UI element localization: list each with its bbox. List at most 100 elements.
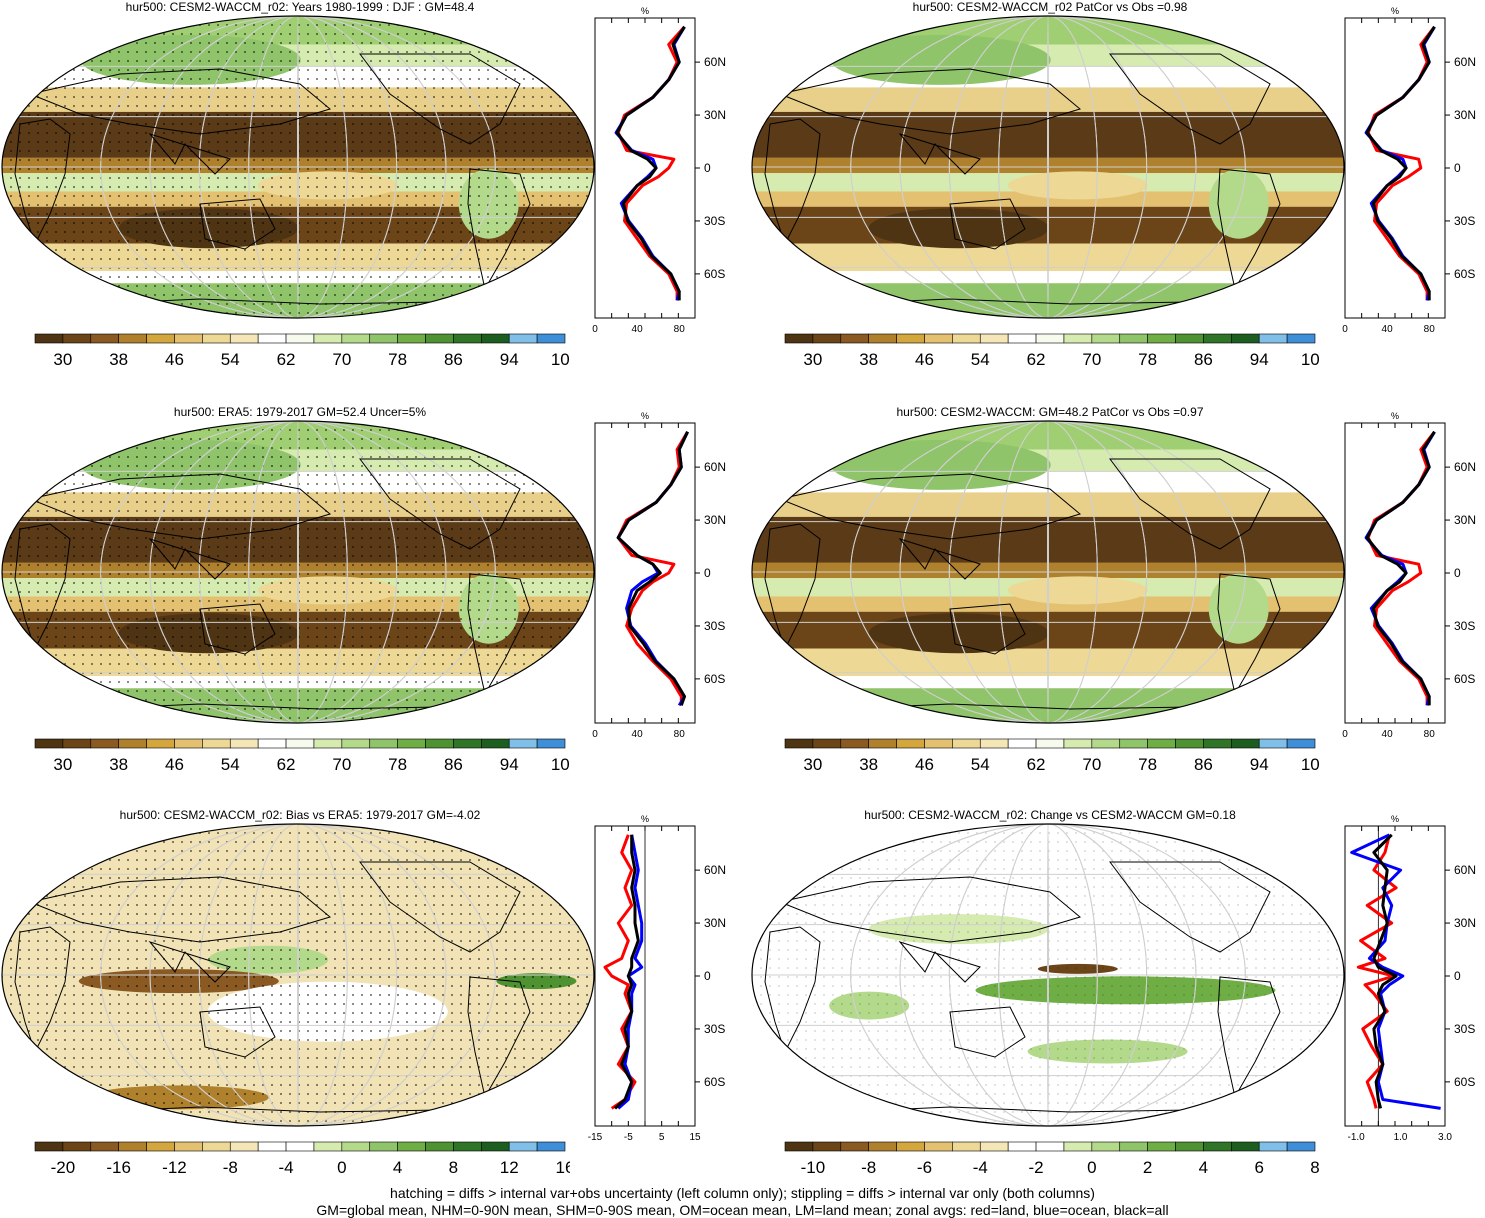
- colorbar-swatch: [840, 1141, 869, 1152]
- footer-legend-note: GM=global mean, NHM=0-90N mean, SHM=0-90…: [316, 1202, 1169, 1218]
- colorbar-tick-label: 78: [388, 755, 407, 774]
- colorbar-swatch: [1035, 738, 1065, 749]
- zonal-line-all: [1365, 25, 1436, 301]
- colorbar-swatch: [1286, 738, 1316, 749]
- colorbar-tick-label: 46: [165, 350, 184, 369]
- zonal-ytick-label: 30N: [1454, 108, 1476, 122]
- zonal-ytick-label: 30S: [1454, 214, 1475, 228]
- colorbar: 303846546270788694102110: [34, 738, 570, 774]
- colorbar-swatch: [1091, 333, 1121, 344]
- colorbar-swatch: [285, 333, 315, 344]
- colorbar-tick-label: 46: [165, 755, 184, 774]
- panel-model-r02-djf: hur500: CESM2-WACCM_r02: Years 1980-1999…: [0, 0, 726, 380]
- colorbar-tick-label: -8: [861, 1158, 876, 1177]
- colorbar-tick-label: 86: [1194, 755, 1213, 774]
- zonal-xtick-label: -1.0: [1347, 1132, 1365, 1143]
- zonal-unit-label: %: [641, 411, 649, 421]
- colorbar-tick-label: 30: [53, 755, 72, 774]
- zonal-xtick-label: -5: [624, 1132, 633, 1143]
- colorbar-swatch: [146, 1141, 175, 1152]
- zonal-unit-label: %: [641, 814, 649, 824]
- colorbar-swatch: [425, 738, 454, 749]
- colorbar-tick-label: 16: [556, 1158, 570, 1177]
- zonal-xtick-label: 0: [592, 324, 598, 335]
- colorbar-swatch: [285, 738, 315, 749]
- colorbar-swatch: [536, 738, 566, 749]
- colorbar-swatch: [118, 1141, 147, 1152]
- zonal-xtick-label: 80: [674, 729, 686, 740]
- zonal-xtick-label: 80: [1424, 729, 1436, 740]
- world-map: [1, 823, 595, 1127]
- colorbar: 303846546270788694102110: [784, 333, 1320, 369]
- colorbar-swatch: [313, 738, 343, 749]
- colorbar-swatch: [341, 738, 371, 749]
- zonal-ytick-label: 30N: [704, 108, 726, 122]
- zonal-ytick-label: 0: [1454, 566, 1461, 580]
- colorbar-tick-label: 54: [971, 350, 990, 369]
- colorbar-tick-label: 38: [109, 350, 128, 369]
- map-border: [1, 823, 595, 1127]
- zonal-ytick-label: 60S: [1454, 672, 1475, 686]
- colorbar-tick-label: 8: [449, 1158, 458, 1177]
- colorbar-swatch: [453, 1141, 482, 1152]
- zonal-ytick-label: 30S: [704, 214, 725, 228]
- colorbar-swatch: [62, 1141, 92, 1152]
- colorbar-tick-label: -2: [1028, 1158, 1043, 1177]
- colorbar-swatch: [1231, 1141, 1260, 1152]
- colorbar-swatch: [1007, 1141, 1037, 1152]
- colorbar-swatch: [812, 1141, 842, 1152]
- colorbar-tick-label: 102: [551, 350, 570, 369]
- zonal-ytick-label: 60N: [704, 460, 726, 474]
- colorbar-swatch: [313, 333, 343, 344]
- colorbar-swatch: [1091, 738, 1121, 749]
- coastlines: [14, 861, 531, 1115]
- colorbar-swatch: [924, 738, 953, 749]
- zonal-ytick-label: 60S: [704, 1075, 725, 1089]
- colorbar-swatch: [174, 333, 203, 344]
- zonal-xtick-label: 3.0: [1438, 1132, 1452, 1143]
- colorbar-tick-label: 78: [1138, 350, 1157, 369]
- colorbar-swatch: [1035, 333, 1065, 344]
- colorbar-swatch: [34, 738, 64, 749]
- colorbar-swatch: [118, 738, 147, 749]
- zonal-line-all: [1365, 430, 1436, 706]
- zonal-xtick-label: 0: [592, 729, 598, 740]
- colorbar-tick-label: 70: [332, 755, 351, 774]
- zonal-xtick-label: 80: [674, 324, 686, 335]
- colorbar-swatch: [285, 1141, 315, 1152]
- colorbar-tick-label: 78: [1138, 755, 1157, 774]
- zonal-xtick-label: 1.0: [1394, 1132, 1408, 1143]
- colorbar-swatch: [924, 333, 953, 344]
- colorbar-swatch: [1258, 333, 1288, 344]
- colorbar-swatch: [1175, 738, 1204, 749]
- colorbar-tick-label: 62: [277, 755, 296, 774]
- colorbar-swatch: [453, 738, 482, 749]
- colorbar-swatch: [174, 738, 203, 749]
- colorbar-tick-label: 0: [337, 1158, 346, 1177]
- colorbar-swatch: [90, 738, 119, 749]
- colorbar-swatch: [812, 333, 842, 344]
- colorbar-swatch: [508, 1141, 538, 1152]
- colorbar-swatch: [34, 1141, 64, 1152]
- colorbar-tick-label: 70: [332, 350, 351, 369]
- colorbar-swatch: [868, 1141, 897, 1152]
- world-map: [751, 420, 1345, 724]
- colorbar-swatch: [840, 738, 869, 749]
- colorbar-swatch: [536, 1141, 566, 1152]
- colorbar-tick-label: 62: [1027, 350, 1046, 369]
- zonal-mean-plot: % 60N 30N 0 30S 60S 0 40 80: [592, 6, 726, 335]
- colorbar-swatch: [397, 1141, 426, 1152]
- zonal-ytick-label: 30N: [1454, 916, 1476, 930]
- colorbar-swatch: [508, 333, 538, 344]
- colorbar-tick-label: 62: [1027, 755, 1046, 774]
- colorbar-tick-label: 78: [388, 350, 407, 369]
- zonal-ytick-label: 60N: [704, 55, 726, 69]
- zonal-line-all: [616, 431, 689, 706]
- colorbar-swatch: [896, 738, 925, 749]
- colorbar-swatch: [1063, 333, 1093, 344]
- zonal-line-all: [1372, 833, 1398, 1109]
- panel-title: hur500: CESM2-WACCM_r02: Bias vs ERA5: 1…: [119, 808, 481, 822]
- colorbar-swatch: [1119, 738, 1148, 749]
- colorbar-swatch: [1231, 333, 1260, 344]
- colorbar-tick-label: 102: [1301, 350, 1320, 369]
